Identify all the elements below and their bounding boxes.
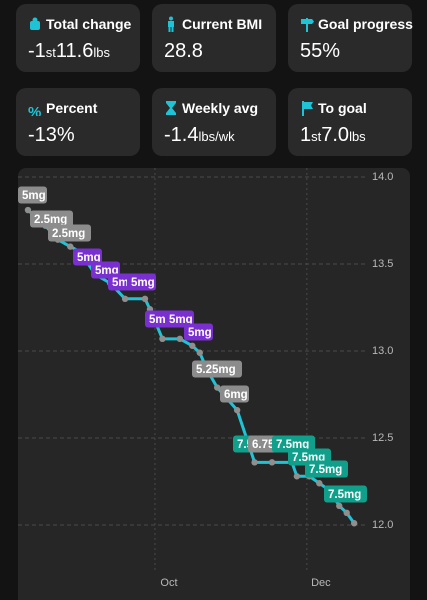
value-part: st	[311, 129, 322, 144]
stat-card[interactable]: To goal 1st7.0lbs	[288, 88, 412, 156]
dose-label: 6mg	[224, 389, 248, 401]
weight-point	[176, 335, 184, 343]
weight-point	[159, 335, 166, 343]
card-value: 28.8	[164, 40, 203, 63]
dose-label: 7.5mg	[328, 489, 361, 501]
x-tick-label: Dec	[311, 577, 331, 589]
weight-point	[214, 384, 221, 391]
card-icon	[166, 101, 176, 115]
card-label: Goal progress	[318, 16, 413, 32]
value-part: 1	[300, 124, 312, 146]
weight-point	[343, 509, 350, 517]
weight-point	[316, 480, 323, 487]
card-icon: %	[28, 104, 41, 116]
card-icon	[30, 17, 40, 30]
weight-point	[233, 406, 241, 414]
dose-label-bg	[48, 224, 91, 242]
value-part: -1	[28, 40, 46, 62]
card-icon	[301, 18, 314, 32]
value-part: st	[45, 45, 56, 60]
dose-label: 2.5mg	[34, 214, 67, 226]
weight-point	[121, 295, 129, 302]
y-tick-label: 14.0	[372, 171, 393, 183]
value-part: lbs	[349, 129, 366, 144]
weight-point	[268, 459, 276, 466]
weight-point	[350, 520, 358, 527]
card-label: Current BMI	[182, 16, 263, 32]
weight-point	[141, 295, 149, 302]
card-value: 55%	[300, 40, 340, 63]
stat-card[interactable]: Goal progress 55%	[288, 4, 413, 72]
value-part: 11.6	[55, 40, 94, 62]
value-part: lbs	[93, 45, 110, 60]
stat-card[interactable]: % Percent -13%	[16, 88, 140, 156]
card-icon	[168, 16, 174, 32]
value-part: -13%	[28, 124, 75, 146]
dose-label: 2.5mg	[52, 228, 85, 240]
card-value: -13%	[28, 124, 75, 147]
dose-label-bg	[30, 210, 73, 228]
dose-label-bg	[324, 485, 367, 503]
dose-label: 7.5mg	[276, 439, 309, 451]
dose-label-bg	[18, 186, 47, 204]
stat-card[interactable]: Weekly avg -1.4lbs/wk	[152, 88, 276, 156]
dose-label-bg	[272, 435, 315, 453]
weight-point	[336, 502, 343, 510]
dose-label: 5.25mg	[196, 364, 236, 376]
value-part: 7.0	[321, 124, 350, 146]
value-part: -1.4	[164, 124, 199, 146]
card-value: -1.4lbs/wk	[164, 124, 235, 147]
y-tick-label: 12.0	[372, 519, 393, 531]
stat-card[interactable]: Total change -1st11.6lbs	[16, 4, 140, 72]
y-tick-label: 12.5	[372, 432, 393, 444]
dose-label-bg	[73, 248, 102, 266]
weight-point	[67, 243, 74, 250]
dose-label: 5mg	[77, 252, 101, 264]
value-part: lbs/wk	[198, 129, 235, 144]
value-part: 28.8	[164, 40, 203, 62]
card-label: Percent	[46, 100, 98, 116]
weight-point	[196, 349, 203, 356]
x-tick-label: Oct	[160, 577, 177, 589]
dose-label: 5mg	[131, 277, 155, 289]
card-label: Total change	[46, 16, 132, 32]
plot-area: 14.0 13.5 13.0 12.5 12.0 Oct Dec 5mg 2.5mg 2.5mg 5…	[18, 168, 393, 589]
y-tick-label: 13.0	[372, 345, 393, 357]
dose-label-bg	[220, 385, 249, 403]
stat-card[interactable]: Current BMI 28.8	[152, 4, 276, 72]
weight-point	[24, 206, 32, 214]
y-tick-label: 13.5	[372, 258, 393, 270]
svg-text:%: %	[28, 104, 41, 116]
card-value: -1st11.6lbs	[28, 40, 110, 63]
dose-label-bg	[184, 323, 213, 341]
value-part: 55%	[300, 40, 341, 62]
dose-label: 5mg	[22, 190, 46, 202]
dose-label: 5mg	[169, 314, 193, 326]
card-label: To goal	[318, 100, 367, 116]
dose-label-bg	[127, 273, 156, 291]
dose-label-bg	[165, 310, 194, 328]
dose-label-bg	[192, 360, 242, 378]
dose-label-bg	[305, 460, 348, 478]
weight-point	[251, 459, 258, 466]
card-label: Weekly avg	[182, 100, 259, 116]
dose-label: 5mg	[188, 327, 212, 339]
weight-point	[293, 473, 301, 480]
card-icon	[302, 101, 313, 116]
card-value: 1st7.0lbs	[300, 124, 366, 147]
dose-label: 7.5mg	[309, 464, 342, 476]
weight-point	[189, 342, 196, 349]
